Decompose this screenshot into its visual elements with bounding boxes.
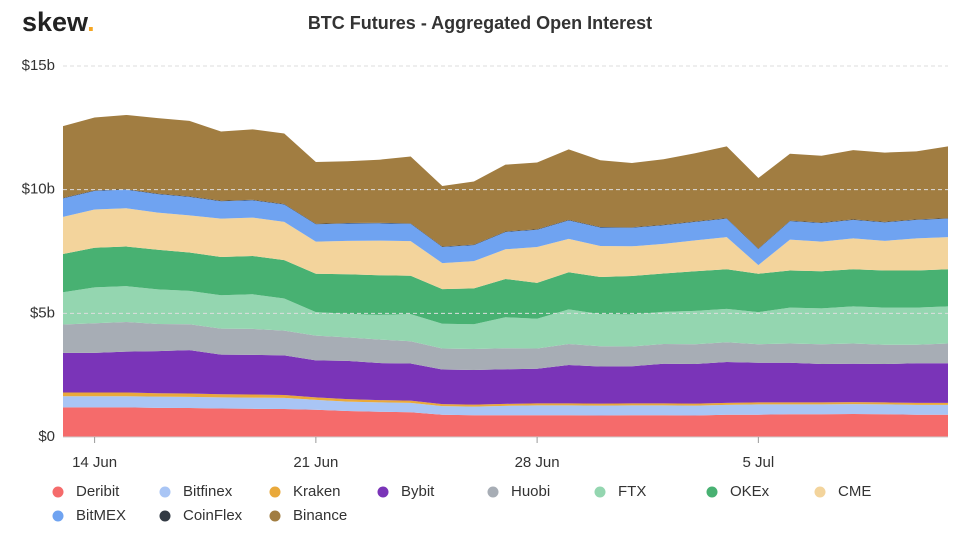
y-tick-label: $15b bbox=[22, 57, 55, 74]
legend-label: BitMEX bbox=[76, 507, 126, 524]
x-tick-label: 14 Jun bbox=[72, 454, 117, 471]
area bbox=[63, 286, 948, 349]
legend-marker bbox=[706, 486, 718, 498]
area bbox=[63, 189, 948, 250]
logo-text: skew bbox=[22, 7, 89, 37]
area bbox=[63, 350, 948, 405]
x-tick-label: 21 Jun bbox=[293, 454, 338, 471]
legend-marker bbox=[159, 510, 171, 522]
area bbox=[63, 208, 948, 290]
logo: skew. bbox=[22, 7, 95, 37]
legend-label: CoinFlex bbox=[183, 507, 243, 524]
legend-marker bbox=[269, 486, 281, 498]
legend-label: Bybit bbox=[401, 483, 435, 500]
legend-marker bbox=[269, 510, 281, 522]
legend-marker bbox=[814, 486, 826, 498]
legend-marker bbox=[52, 486, 64, 498]
legend-marker bbox=[52, 510, 64, 522]
area bbox=[63, 189, 948, 266]
legend-marker bbox=[159, 486, 171, 498]
legend-label: CME bbox=[838, 483, 871, 500]
x-tick-label: 5 Jul bbox=[743, 454, 775, 471]
y-tick-label: $0 bbox=[38, 428, 55, 445]
legend-label: Huobi bbox=[511, 483, 550, 500]
legend-marker bbox=[377, 486, 389, 498]
legend-label: FTX bbox=[618, 483, 646, 500]
legend-label: OKEx bbox=[730, 483, 770, 500]
area bbox=[63, 114, 948, 249]
area bbox=[63, 246, 948, 325]
chart-title: BTC Futures - Aggregated Open Interest bbox=[308, 13, 652, 33]
legend-label: Kraken bbox=[293, 483, 341, 500]
legend-marker bbox=[487, 486, 499, 498]
legend-marker bbox=[594, 486, 606, 498]
area bbox=[63, 392, 948, 407]
y-tick-label: $5b bbox=[30, 304, 55, 321]
legend-label: Binance bbox=[293, 507, 347, 524]
area bbox=[63, 321, 948, 370]
x-tick-label: 28 Jun bbox=[515, 454, 560, 471]
logo-dot: . bbox=[87, 7, 95, 37]
y-tick-label: $10b bbox=[22, 181, 55, 198]
legend-label: Bitfinex bbox=[183, 483, 233, 500]
legend-label: Deribit bbox=[76, 483, 120, 500]
